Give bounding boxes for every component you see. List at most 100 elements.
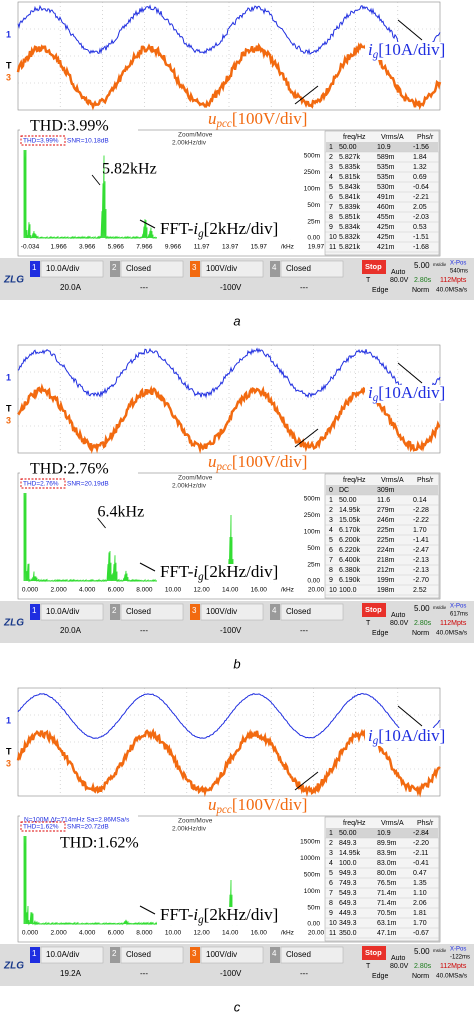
page: {"panels":[ {"markers":["1","T","3"], "i…	[0, 0, 474, 1027]
table-cell: 279m	[377, 507, 395, 514]
x-tick-label: 3.966	[79, 244, 96, 251]
table-cell: 1.10	[413, 890, 427, 897]
table-cell: 10.9	[377, 830, 391, 837]
channel-id: 2	[112, 263, 117, 272]
label-scale: [100V/div]	[232, 452, 308, 471]
table-cell: 649.3	[339, 900, 357, 907]
x-tick-label: 2.000	[50, 930, 67, 937]
peak-label: 5.82kHz	[102, 161, 157, 178]
table-header: Vrms/A	[381, 134, 404, 141]
trigger-edge: Edge	[372, 973, 388, 980]
table-cell: 10	[329, 234, 337, 241]
table-cell: 71.4m	[377, 890, 397, 897]
table-cell: 2.52	[413, 587, 427, 594]
timebase-unit: ms/div	[433, 262, 447, 267]
channel-scale: 10.0A/div	[46, 950, 79, 959]
table-cell: 309m	[377, 487, 395, 494]
channel-scale: Closed	[286, 950, 311, 959]
y-tick-label: 50m	[307, 545, 320, 552]
hdiv-label: 2.00kHz/div	[172, 140, 207, 147]
table-cell: -1.68	[413, 244, 429, 251]
trigger-label: T	[366, 277, 371, 284]
table-cell: 1	[329, 144, 333, 151]
table-cell: 1.70	[413, 527, 427, 534]
x-tick-label: 16.00	[251, 587, 268, 594]
x-tick-label: 8.000	[136, 587, 153, 594]
channel-scale: 100V/div	[206, 607, 237, 616]
channel-offset: 20.0A	[60, 283, 82, 292]
channel-scale: Closed	[126, 264, 151, 273]
label-scale: [10A/div]	[378, 383, 445, 402]
table-cell: 11.6	[377, 497, 390, 504]
channel-scale: 10.0A/div	[46, 607, 79, 616]
xpos-label: X-Pos	[450, 604, 466, 610]
zoom-label: Zoom/Move	[178, 818, 213, 825]
x-tick-label: /kHz	[281, 587, 294, 594]
thd-label: THD:3.99%	[30, 118, 109, 135]
table-cell: 5.832k	[339, 234, 361, 241]
xpos-value: -122ms	[450, 955, 470, 961]
x-tick-label: /kHz	[281, 244, 294, 251]
channel-offset: 19.2A	[60, 969, 82, 978]
table-cell: 70.5m	[377, 910, 397, 917]
table-cell: 849.3	[339, 840, 357, 847]
xpos-label: X-Pos	[450, 261, 466, 267]
table-cell: 3	[329, 517, 333, 524]
panel-caption: b	[233, 656, 240, 671]
x-tick-label: 19.97	[308, 244, 325, 251]
table-cell: 225m	[377, 527, 395, 534]
logo: ZLG	[3, 961, 24, 972]
table-cell: 6.200k	[339, 537, 361, 544]
channel-scale: Closed	[286, 607, 311, 616]
table-cell: 4	[329, 527, 333, 534]
label-scale: [2kHz/div]	[204, 562, 279, 581]
x-tick-label: 10.00	[165, 930, 182, 937]
table-cell: -1.41	[413, 537, 429, 544]
table-cell: 350.0	[339, 930, 357, 937]
channel-id: 4	[272, 949, 277, 958]
table-cell: 460m	[377, 204, 395, 211]
table-cell: 6.400k	[339, 557, 361, 564]
table-cell: 10	[329, 920, 337, 927]
table-header: Phs/r	[417, 820, 434, 827]
acq-norm: Norm	[412, 630, 429, 637]
table-cell: 11	[329, 930, 336, 937]
table-cell: 1.81	[413, 910, 427, 917]
x-tick-label: 13.97	[222, 244, 239, 251]
channel-id: 1	[32, 949, 37, 958]
table-cell: 749.3	[339, 880, 357, 887]
trigger-label: T	[366, 963, 371, 970]
channel-scale: 10.0A/div	[46, 264, 79, 273]
acq-points: 112Mpts	[440, 277, 467, 284]
channel-id: 2	[112, 606, 117, 615]
table-cell: 6	[329, 547, 333, 554]
table-cell: 76.5m	[377, 880, 397, 887]
snr-status: SNR=10.18dB	[67, 138, 109, 145]
label-scale: [100V/div]	[232, 795, 308, 814]
thd-label: THD:1.62%	[60, 835, 139, 852]
table-cell: 0	[329, 487, 333, 494]
channel-id: 4	[272, 263, 277, 272]
logo: ZLG	[3, 275, 24, 286]
table-cell: 5.827k	[339, 154, 361, 161]
channel-offset: ---	[300, 969, 308, 978]
table-cell: 5.843k	[339, 184, 361, 191]
x-tick-label: 12.00	[193, 587, 210, 594]
trigger-mode: Auto	[391, 955, 406, 962]
table-cell: 6.190k	[339, 577, 361, 584]
panel-caption: a	[233, 313, 240, 328]
channel-offset: ---	[140, 283, 148, 292]
label-scale: [2kHz/div]	[204, 219, 279, 238]
table-header: Vrms/A	[381, 820, 404, 827]
table-header: freq/Hz	[343, 820, 366, 827]
x-tick-label: 14.00	[222, 587, 239, 594]
fft-header: N=100M Δf=714mHz Sa=2.86MSa/s	[24, 817, 130, 824]
x-tick-label: 20.00	[308, 930, 325, 937]
channel-offset: -100V	[220, 969, 242, 978]
channel-offset: ---	[140, 626, 148, 635]
channel-id: 3	[192, 606, 197, 615]
table-cell: 14.95k	[339, 850, 361, 857]
table-cell: 0.47	[413, 870, 427, 877]
scope-panel: 1T3ig[10A/div]upcc[100V/div]THD:3.99%THD…	[0, 2, 474, 328]
table-cell: -0.64	[413, 184, 429, 191]
